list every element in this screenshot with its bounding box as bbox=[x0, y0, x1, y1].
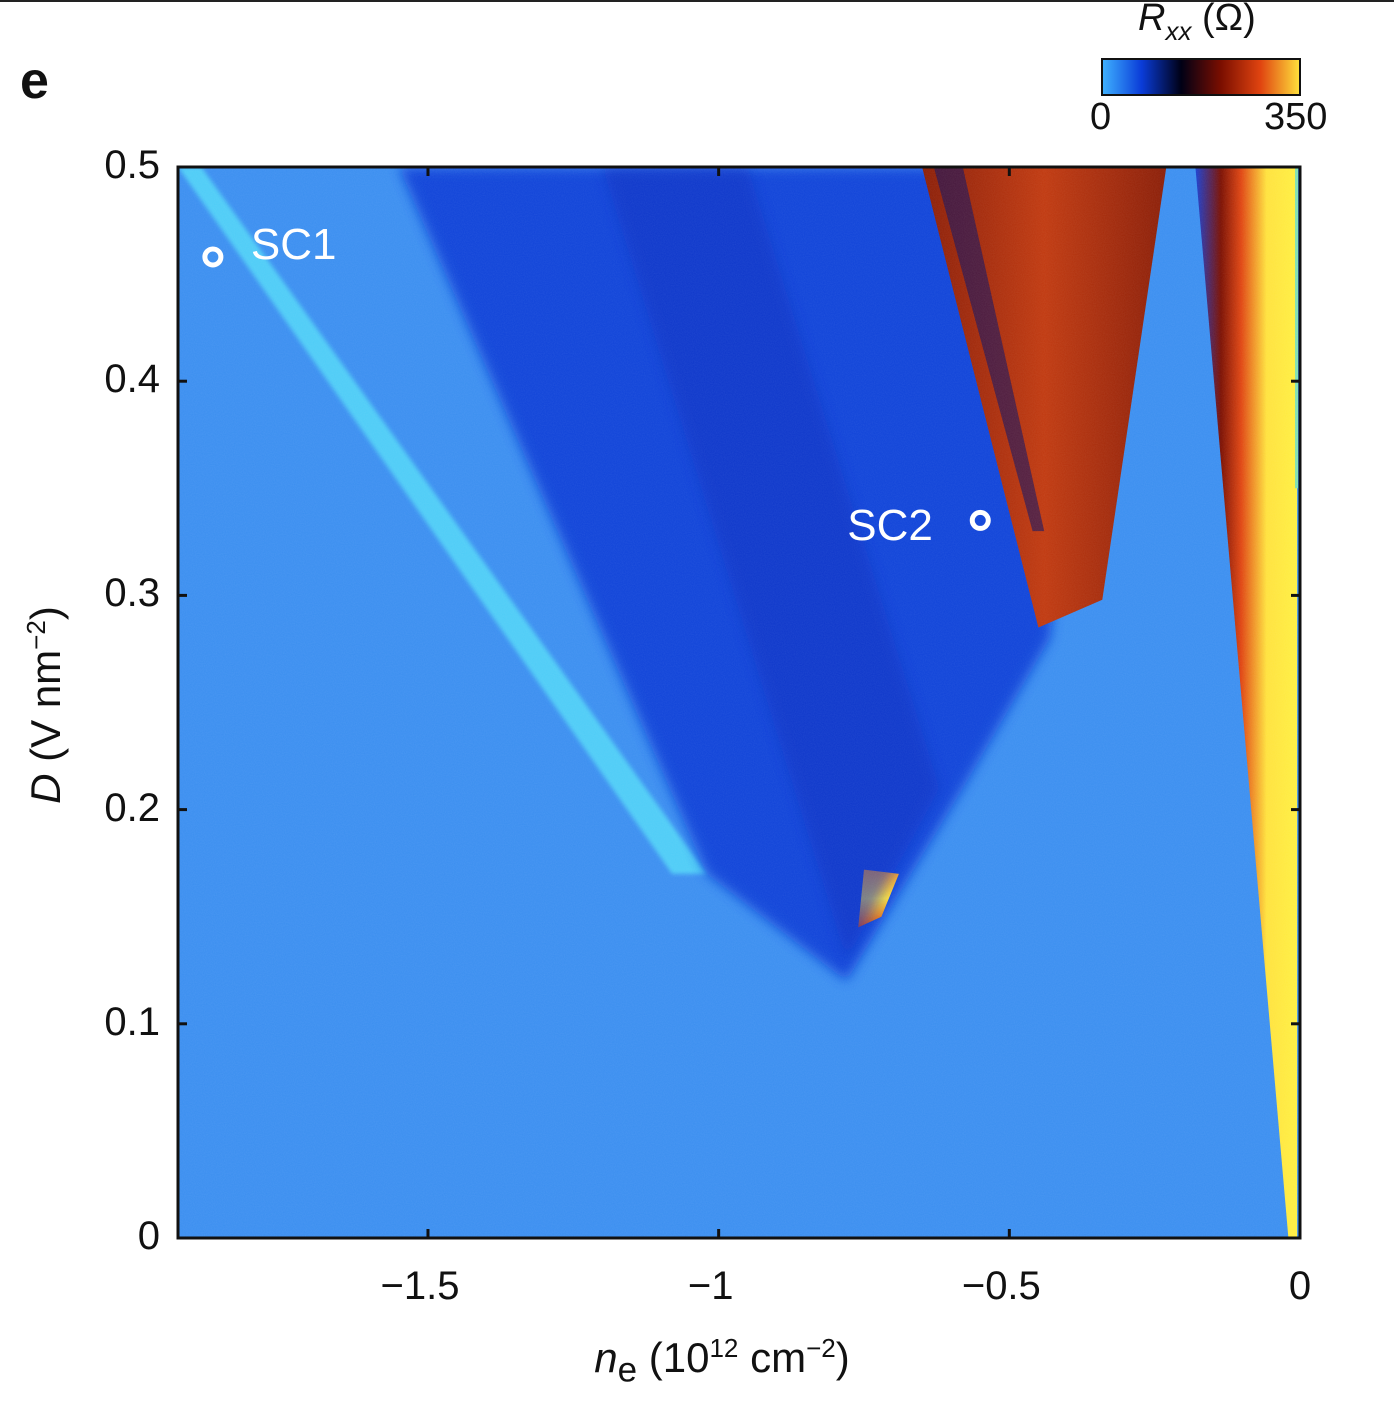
colorbar-quantity-symbol: R bbox=[1138, 0, 1166, 39]
plot-area bbox=[178, 167, 1300, 1238]
colorbar-min-label: 0 bbox=[1090, 96, 1112, 138]
x-tick-label-3: 0 bbox=[1288, 1264, 1312, 1308]
x-tick-label-2: −0.5 bbox=[961, 1264, 1041, 1308]
x-axis-unit-exp: 12 bbox=[709, 1333, 739, 1363]
x-axis-unit-mid: cm bbox=[738, 1334, 807, 1381]
x-axis-label: ne (1012 cm−2) bbox=[594, 1335, 850, 1387]
colorbar-max-label: 350 bbox=[1264, 96, 1328, 138]
annotation-marker-sc2 bbox=[969, 509, 991, 531]
annotation-label-sc1: SC1 bbox=[250, 219, 337, 269]
colorbar bbox=[1101, 58, 1301, 96]
x-axis-unit-exp2: −2 bbox=[806, 1333, 836, 1363]
x-axis-subscript: e bbox=[617, 1350, 638, 1390]
y-tick-label-2: 0.2 bbox=[104, 785, 160, 830]
y-axis-unit-exp: −2 bbox=[21, 620, 51, 650]
noise-texture bbox=[178, 167, 1300, 1238]
y-axis-unit-pre: (V nm bbox=[22, 649, 69, 774]
x-axis-symbol: n bbox=[594, 1334, 618, 1381]
y-tick-label-3: 0.3 bbox=[104, 571, 160, 616]
x-tick-label-0: −1.5 bbox=[380, 1264, 460, 1308]
x-tick-label-1: −1 bbox=[687, 1264, 734, 1308]
x-axis-unit-pre: (10 bbox=[637, 1334, 710, 1381]
colorbar-unit: (Ω) bbox=[1191, 0, 1256, 39]
x-axis-unit-post: ) bbox=[835, 1334, 850, 1381]
colorbar-quantity-subscript: xx bbox=[1165, 16, 1192, 46]
annotation-markers bbox=[202, 246, 991, 531]
y-tick-label-0: 0 bbox=[137, 1214, 160, 1258]
plot-frame bbox=[176, 165, 1302, 1240]
y-tick-label-5: 0.5 bbox=[104, 143, 160, 187]
top-border-line bbox=[0, 0, 1394, 2]
y-axis-symbol: D bbox=[22, 773, 69, 804]
y-tick-label-4: 0.4 bbox=[104, 357, 160, 402]
axis-ticks bbox=[178, 165, 1302, 1240]
y-axis-unit-post: ) bbox=[22, 606, 69, 621]
panel-label: e bbox=[20, 52, 49, 110]
y-axis-label: D (V nm−2) bbox=[21, 606, 69, 804]
colorbar-title: Rxx (Ω) bbox=[1138, 0, 1256, 46]
annotation-label-sc2: SC2 bbox=[847, 501, 933, 551]
annotation-marker-sc1 bbox=[202, 246, 224, 268]
y-tick-label-1: 0.1 bbox=[104, 999, 160, 1044]
